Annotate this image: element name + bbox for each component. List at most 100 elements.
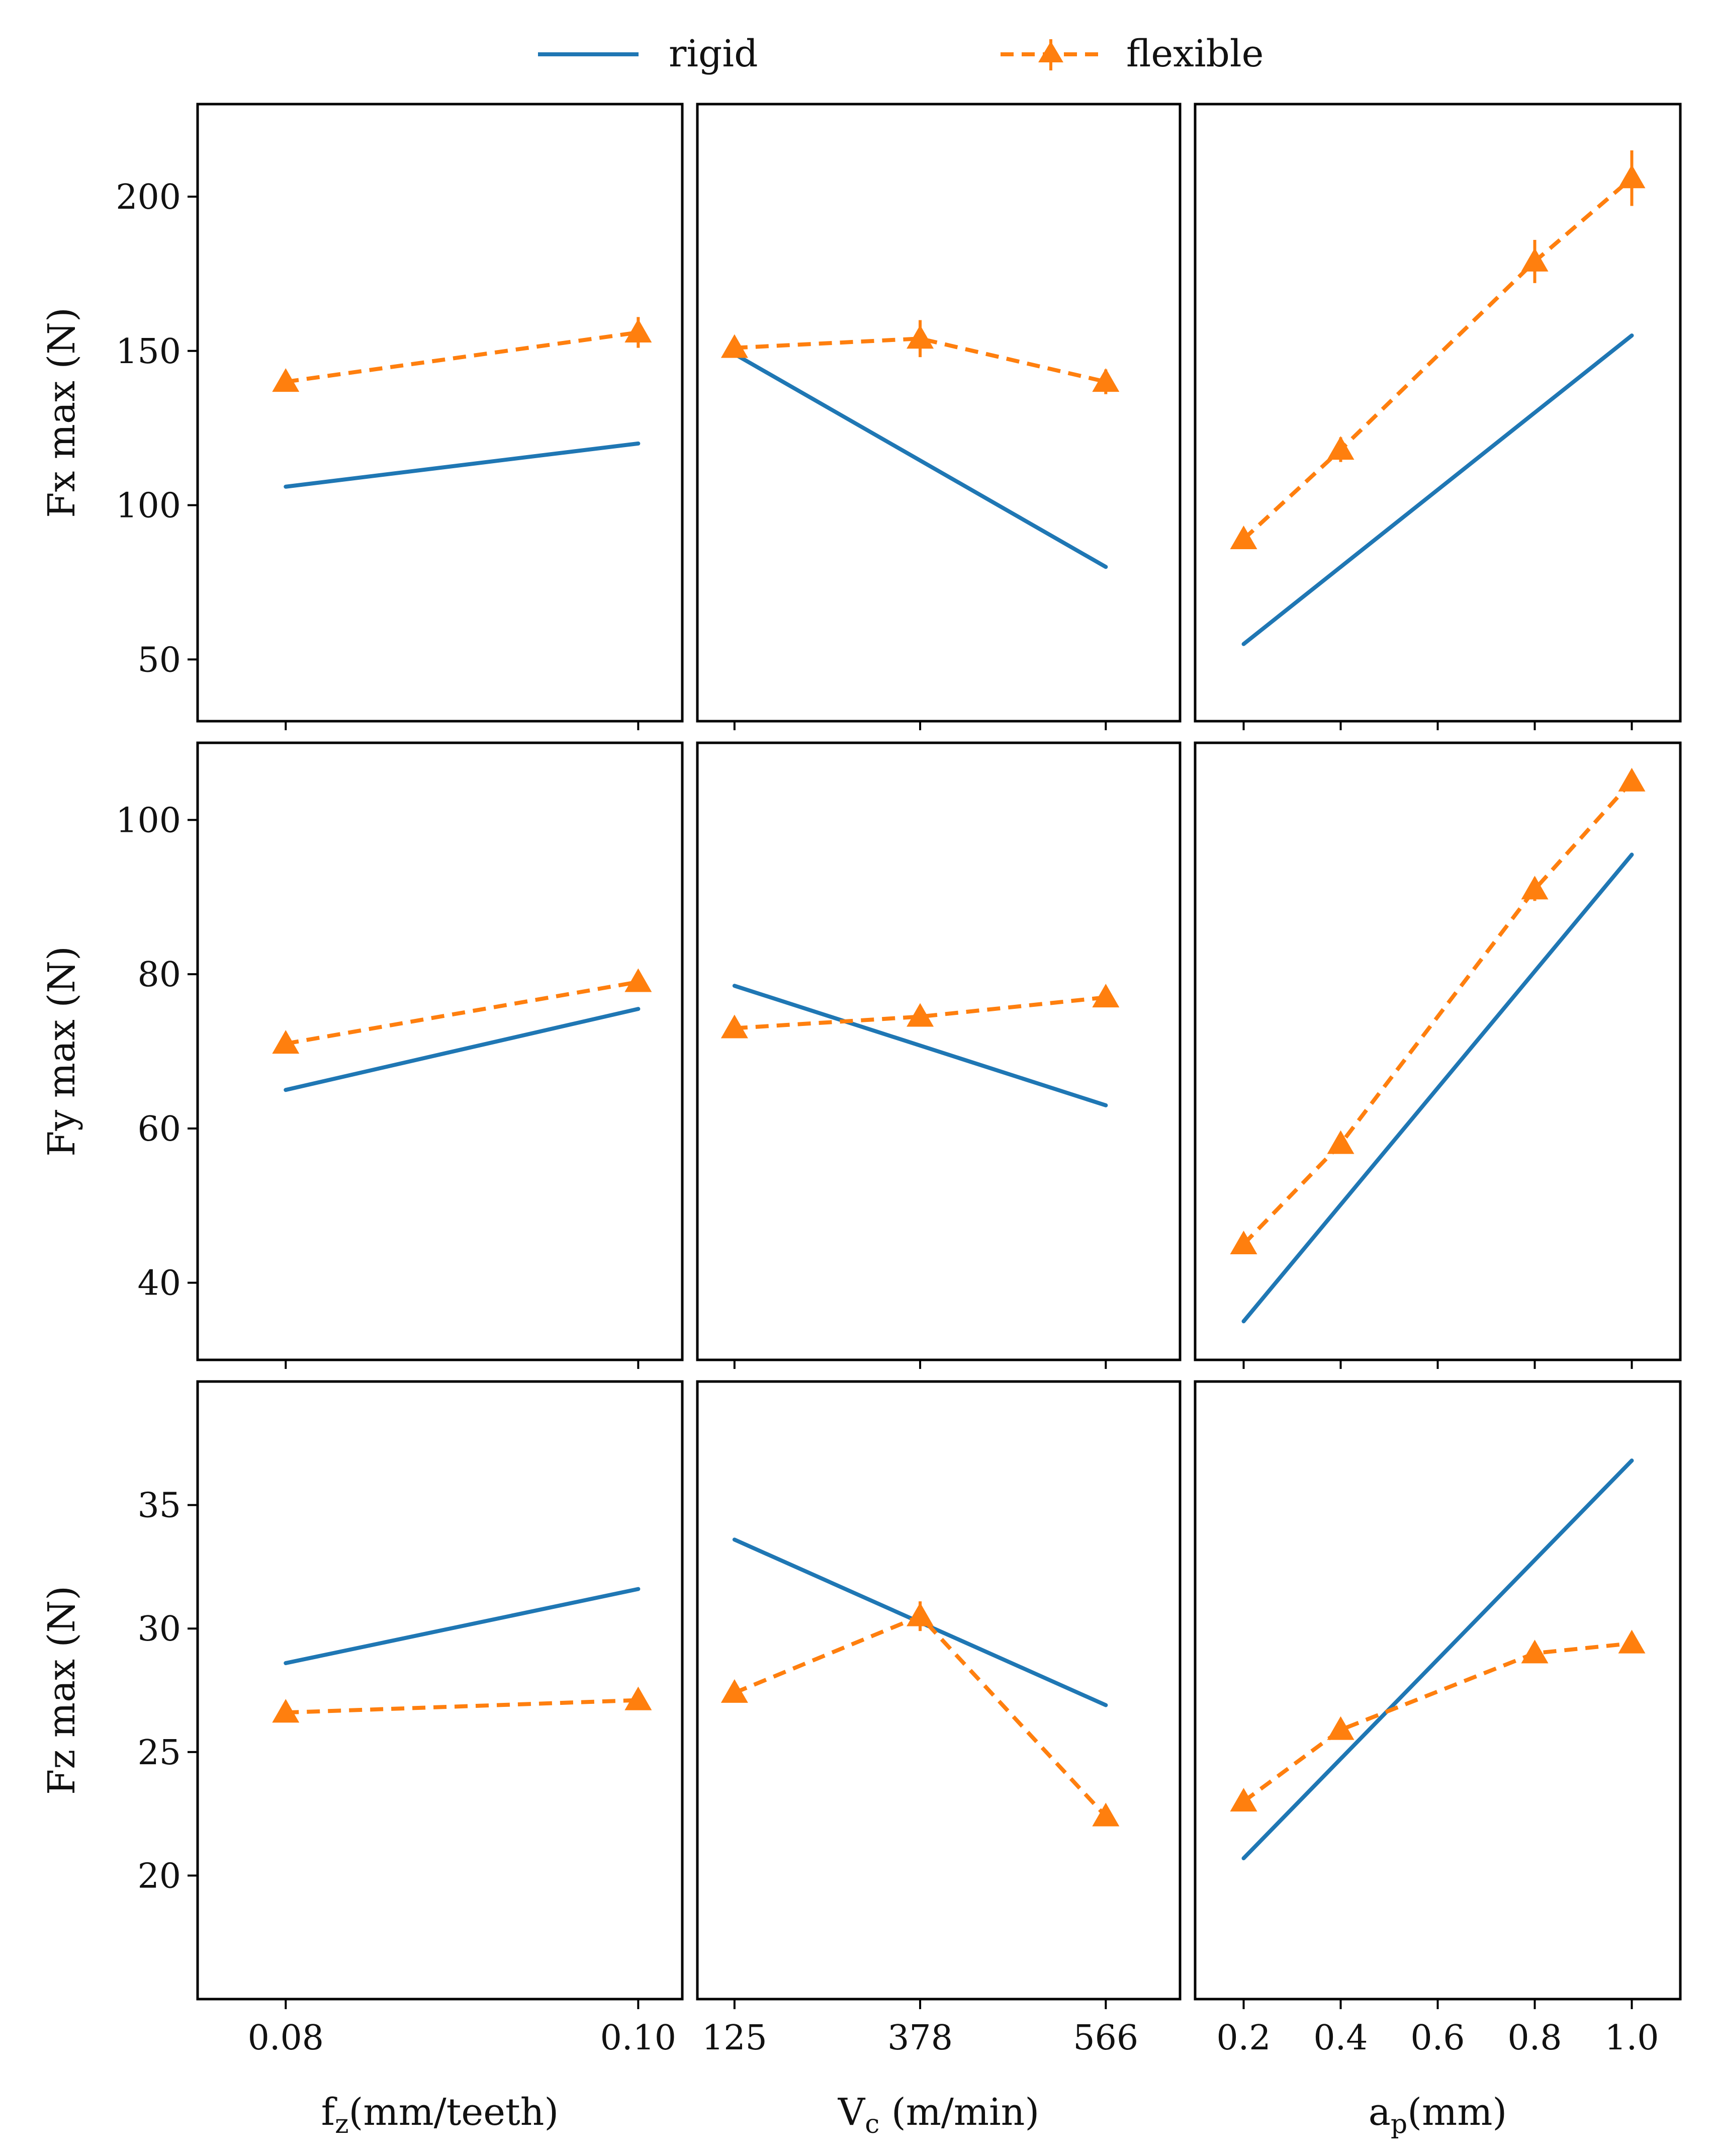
flexible-marker [1230,1230,1257,1254]
panel-1-3 [1194,103,1682,730]
y-tick-label: 20 [137,1856,181,1896]
y-tick-label: 80 [137,955,181,995]
y-tick-label: 35 [137,1486,181,1526]
rigid-line [732,352,1108,569]
x-axis-label: ap(mm) [1369,2091,1507,2139]
panel-frame [1194,1380,1682,2001]
flexible-marker [720,1014,748,1039]
rigid-line [284,1587,641,1665]
flexible-marker [1521,1640,1549,1664]
x-tick-label: 0.4 [1313,2018,1368,2058]
panels: 50 100 150 200 Fx max (N) 40 60 80 100 Fy max (N)… [40,103,1682,2139]
y-tick-label: 40 [137,1264,181,1304]
y-tick-label: 60 [137,1109,181,1149]
flexible-marker [1230,526,1257,550]
x-tick-label: 0.10 [600,2018,676,2058]
flexible-marker [1618,1629,1646,1654]
flexible-marker [272,1699,300,1723]
flexible-line [734,1613,1108,1818]
flexible-marker [720,1679,748,1703]
flexible-marker [624,968,652,992]
x-tick-label: 0.8 [1507,2018,1562,2058]
flexible-marker [272,368,300,392]
legend-flexible-label: flexible [1126,32,1263,75]
panel-frame [1194,103,1682,723]
y-axis-row-3: 20 25 30 35 Fz max (N) [40,1486,198,1896]
flexible-line [285,330,639,384]
panel-2-1 [196,741,684,1369]
panel-frame [196,741,684,1361]
flexible-marker [720,334,748,358]
panel-frame [696,741,1182,1361]
x-axis-label: Vc (m/min) [838,2091,1039,2139]
flexible-marker [1092,368,1120,392]
panel-3-1 [196,1380,684,2001]
legend: rigid flexible [538,32,1263,75]
y-tick-label: 30 [137,1609,181,1649]
flexible-marker [1618,767,1646,792]
flexible-marker [272,1030,300,1054]
rigid-line [1241,1458,1634,1861]
x-tick-label: 1.0 [1604,2018,1659,2058]
panel-frame [196,1380,684,2001]
flexible-marker [1327,1716,1355,1740]
x-axis-col-1: 0.08 0.10 fz(mm/teeth) [248,1999,676,2139]
flexible-marker [1092,1802,1120,1827]
flexible-marker [907,1003,934,1027]
y-tick-label: 50 [137,640,181,680]
flexible-marker [1618,164,1646,189]
y-axis-row-1: 50 100 150 200 Fx max (N) [40,178,198,680]
x-tick-label: 0.2 [1216,2018,1271,2058]
flexible-line [285,980,639,1046]
x-tick-label: 566 [1073,2018,1138,2058]
y-tick-label: 100 [116,801,181,840]
y-tick-label: 100 [116,486,181,526]
flexible-marker [1327,436,1355,460]
panel-frame [196,103,684,723]
flexible-marker [1092,984,1120,1008]
x-tick-label: 0.08 [248,2018,324,2058]
panel-3-3 [1194,1380,1682,2001]
x-axis-label: fz(mm/teeth) [321,2091,559,2139]
flexible-marker [907,325,934,349]
y-tick-label: 200 [116,178,181,217]
rigid-line [732,984,1108,1107]
panel-3-2 [696,1380,1182,2001]
y-axis-label: Fx max (N) [40,307,83,518]
legend-rigid-label: rigid [669,32,758,75]
y-tick-label: 150 [116,332,181,372]
rigid-line [1241,333,1634,646]
flexible-line [1242,780,1634,1246]
flexible-marker [1521,247,1549,272]
rigid-line [1241,852,1634,1324]
y-axis-row-2: 40 60 80 100 Fy max (N) [40,801,198,1304]
flexible-marker [1327,1130,1355,1154]
flexible-line [286,1698,639,1715]
x-tick-label: 125 [702,2018,767,2058]
x-axis-col-3: 0.2 0.4 0.6 0.8 1.0 ap(mm) [1216,1999,1659,2139]
panel-2-3 [1194,741,1682,1369]
legend-flexible-swatch [1001,39,1101,70]
y-tick-label: 25 [137,1733,181,1773]
flexible-marker [624,1686,652,1710]
flexible-marker [907,1602,934,1626]
flexible-marker [1521,876,1549,900]
panel-frame [696,1380,1182,2001]
flexible-line [1242,177,1634,541]
flexible-marker [624,318,652,342]
rigid-line [284,1007,641,1092]
panel-frame [696,103,1182,723]
panel-frame [1194,741,1682,1361]
flexible-line [1242,1641,1632,1803]
rigid-line [284,441,641,489]
x-tick-label: 0.6 [1410,2018,1465,2058]
panel-1-2 [696,103,1182,730]
flexible-marker [1230,1788,1257,1812]
panel-2-2 [696,741,1182,1369]
x-tick-label: 378 [887,2018,953,2058]
y-axis-label: Fz max (N) [40,1586,83,1795]
panel-1-1 [196,103,684,730]
y-axis-label: Fy max (N) [40,946,83,1157]
x-axis-col-2: 125 378 566 Vc (m/min) [702,1999,1138,2139]
